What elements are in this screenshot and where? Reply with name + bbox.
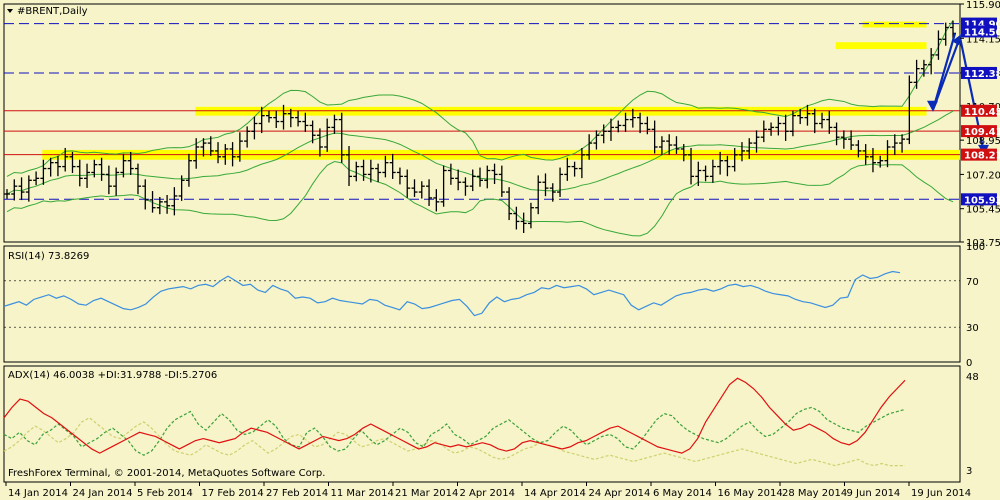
price-tick-label: 108.95 <box>966 136 1000 147</box>
rsi-title: RSI(14) 73.8269 <box>8 251 89 262</box>
rsi-tick-label: 70 <box>966 277 979 288</box>
level-label: 105.93 <box>964 195 1000 206</box>
price-bars <box>4 20 956 233</box>
x-tick-label: 5 Feb 2014 <box>137 488 193 499</box>
adx-line <box>3 377 906 454</box>
x-tick-label: 27 Feb 2014 <box>266 488 328 499</box>
x-tick-label: 24 Apr 2014 <box>589 488 651 499</box>
rsi-tick-label: 0 <box>966 358 972 369</box>
adx-tick-label: 3 <box>966 466 972 477</box>
x-tick-label: 19 Jun 2014 <box>911 488 971 499</box>
plus-di-line <box>3 406 906 456</box>
rsi-tick-label: 30 <box>966 323 979 334</box>
price-tick-label: 103.75 <box>966 238 1000 249</box>
x-tick-label: 11 Mar 2014 <box>331 488 394 499</box>
chart-title: #BRENT,Daily <box>17 6 88 17</box>
x-tick-label: 9 Jun 2014 <box>847 488 901 499</box>
price-tick-label: 114.15 <box>966 34 1000 45</box>
x-tick-label: 21 Mar 2014 <box>395 488 458 499</box>
rsi-line <box>3 270 901 317</box>
x-tick-label: 17 Feb 2014 <box>202 488 264 499</box>
adx-title: ADX(14) 46.0038 +DI:31.9788 -DI:5.2706 <box>8 370 217 381</box>
level-label: 114.50 <box>964 27 1000 38</box>
level-label-box <box>961 104 997 117</box>
adx-panel-frame <box>3 365 961 483</box>
price-tick-label: 107.20 <box>966 170 1000 181</box>
x-tick-label: 2 Apr 2014 <box>460 488 515 499</box>
x-tick-label: 14 Jan 2014 <box>8 488 68 499</box>
forecast-arrow-head-1 <box>927 100 938 112</box>
bollinger-upper <box>6 20 954 177</box>
level-label: 114.90 <box>964 20 1000 31</box>
forecast-arrow-path <box>931 33 986 154</box>
level-label: 110.45 <box>964 107 1000 118</box>
x-tick-label: 24 Jan 2014 <box>73 488 133 499</box>
level-label-box <box>961 193 997 206</box>
rsi-panel-frame <box>3 245 961 363</box>
forecast-arrow-head-2 <box>952 34 961 46</box>
x-tick-label: 6 May 2014 <box>653 488 712 499</box>
level-label-box <box>961 125 997 138</box>
highlight-band-2 <box>835 42 927 50</box>
level-label-box <box>961 148 997 161</box>
level-label-box <box>961 66 997 79</box>
x-tick-label: 28 May 2014 <box>782 488 847 499</box>
level-label-box <box>961 25 997 38</box>
level-label: 108.21 <box>964 151 1000 162</box>
copyright-text: FreshForex Terminal, © 2001-2014, MetaQu… <box>8 468 325 479</box>
x-tick-label: 14 Apr 2014 <box>524 488 586 499</box>
bollinger-lower <box>6 161 954 237</box>
price-tick-label: 115.90 <box>966 0 1000 11</box>
adx-tick-label: 48 <box>966 372 979 383</box>
highlight-band-3 <box>862 21 927 28</box>
price-tick-label: 105.45 <box>966 205 1000 216</box>
level-label: 109.41 <box>964 127 1000 138</box>
title-dropdown-icon <box>7 9 13 13</box>
rsi-tick-label: 100 <box>966 242 985 253</box>
level-label: 112.38 <box>964 69 1000 80</box>
x-tick-label: 16 May 2014 <box>718 488 783 499</box>
